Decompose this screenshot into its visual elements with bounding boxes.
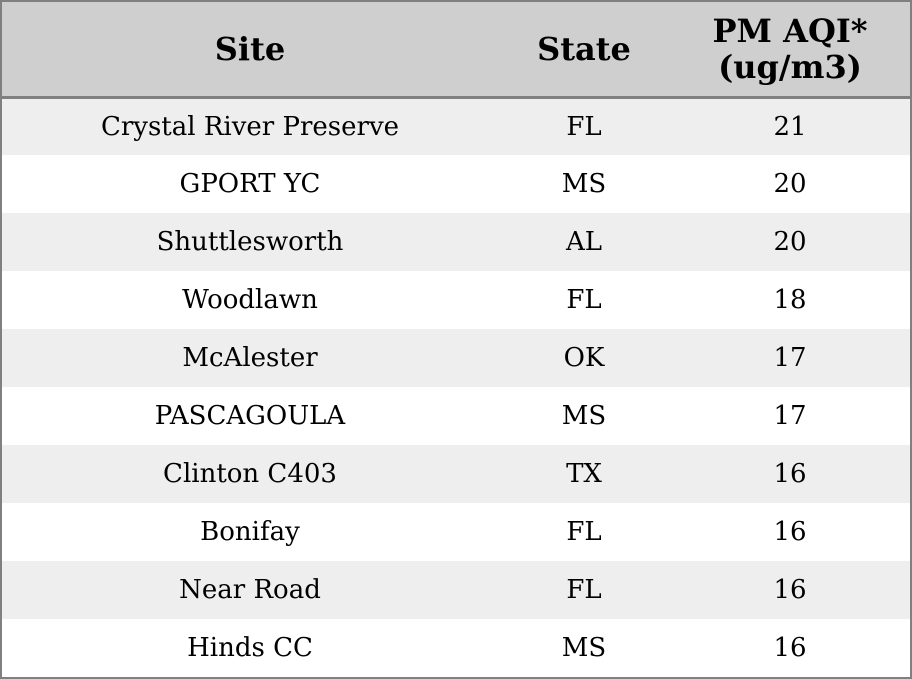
cell-site: McAlester: [182, 343, 318, 373]
cell-state: FL: [566, 575, 602, 605]
cell-site: Clinton C403: [163, 459, 337, 489]
cell-state: AL: [565, 227, 603, 257]
table-row: Near Road FL 16: [2, 561, 910, 619]
cell-state: MS: [561, 633, 607, 663]
cell-site: Bonifay: [200, 517, 300, 547]
table-header: Site State PM AQI* (ug/m3): [2, 2, 910, 99]
cell-state: TX: [566, 459, 602, 489]
cell-site: Crystal River Preserve: [100, 111, 400, 142]
table-row: Bonifay FL 16: [2, 503, 910, 561]
table-row: Shuttlesworth AL 20: [2, 213, 910, 271]
cell-site: Shuttlesworth: [156, 227, 344, 257]
cell-state: MS: [561, 401, 607, 431]
cell-aqi: 16: [773, 633, 807, 663]
cell-state: FL: [566, 111, 602, 142]
cell-state: OK: [563, 343, 605, 373]
cell-aqi: 18: [773, 285, 807, 315]
column-header-pm-aqi-line1: PM AQI*: [712, 11, 868, 50]
table-row: Clinton C403 TX 16: [2, 445, 910, 503]
cell-aqi: 16: [773, 459, 807, 489]
table-row: Hinds CC MS 16: [2, 619, 910, 677]
cell-aqi: 21: [773, 111, 807, 142]
cell-site: Near Road: [179, 575, 321, 605]
cell-site: GPORT YC: [179, 169, 321, 199]
cell-state: FL: [566, 517, 602, 547]
table-row: GPORT YC MS 20: [2, 155, 910, 213]
cell-aqi: 20: [773, 227, 807, 257]
cell-site: Hinds CC: [187, 633, 313, 663]
cell-aqi: 16: [773, 575, 807, 605]
column-header-pm-aqi-line2: (ug/m3): [718, 47, 862, 86]
cell-site: Woodlawn: [182, 285, 318, 315]
cell-aqi: 20: [773, 169, 807, 199]
table-row: Crystal River Preserve FL 21: [2, 97, 910, 155]
column-header-pm-aqi: PM AQI* (ug/m3): [670, 2, 910, 99]
header-row: Site State PM AQI* (ug/m3): [2, 2, 910, 99]
cell-state: FL: [566, 285, 602, 315]
table-row: PASCAGOULA MS 17: [2, 387, 910, 445]
cell-aqi: 17: [773, 343, 807, 373]
table-body: Crystal River Preserve FL 21 GPORT YC MS…: [2, 97, 910, 677]
column-header-state: State: [498, 2, 670, 99]
cell-aqi: 17: [773, 401, 807, 431]
table-row: Woodlawn FL 18: [2, 271, 910, 329]
column-header-site: Site: [2, 2, 498, 99]
table-row: McAlester OK 17: [2, 329, 910, 387]
cell-site: PASCAGOULA: [154, 401, 346, 431]
cell-aqi: 16: [773, 517, 807, 547]
cell-state: MS: [561, 169, 607, 199]
